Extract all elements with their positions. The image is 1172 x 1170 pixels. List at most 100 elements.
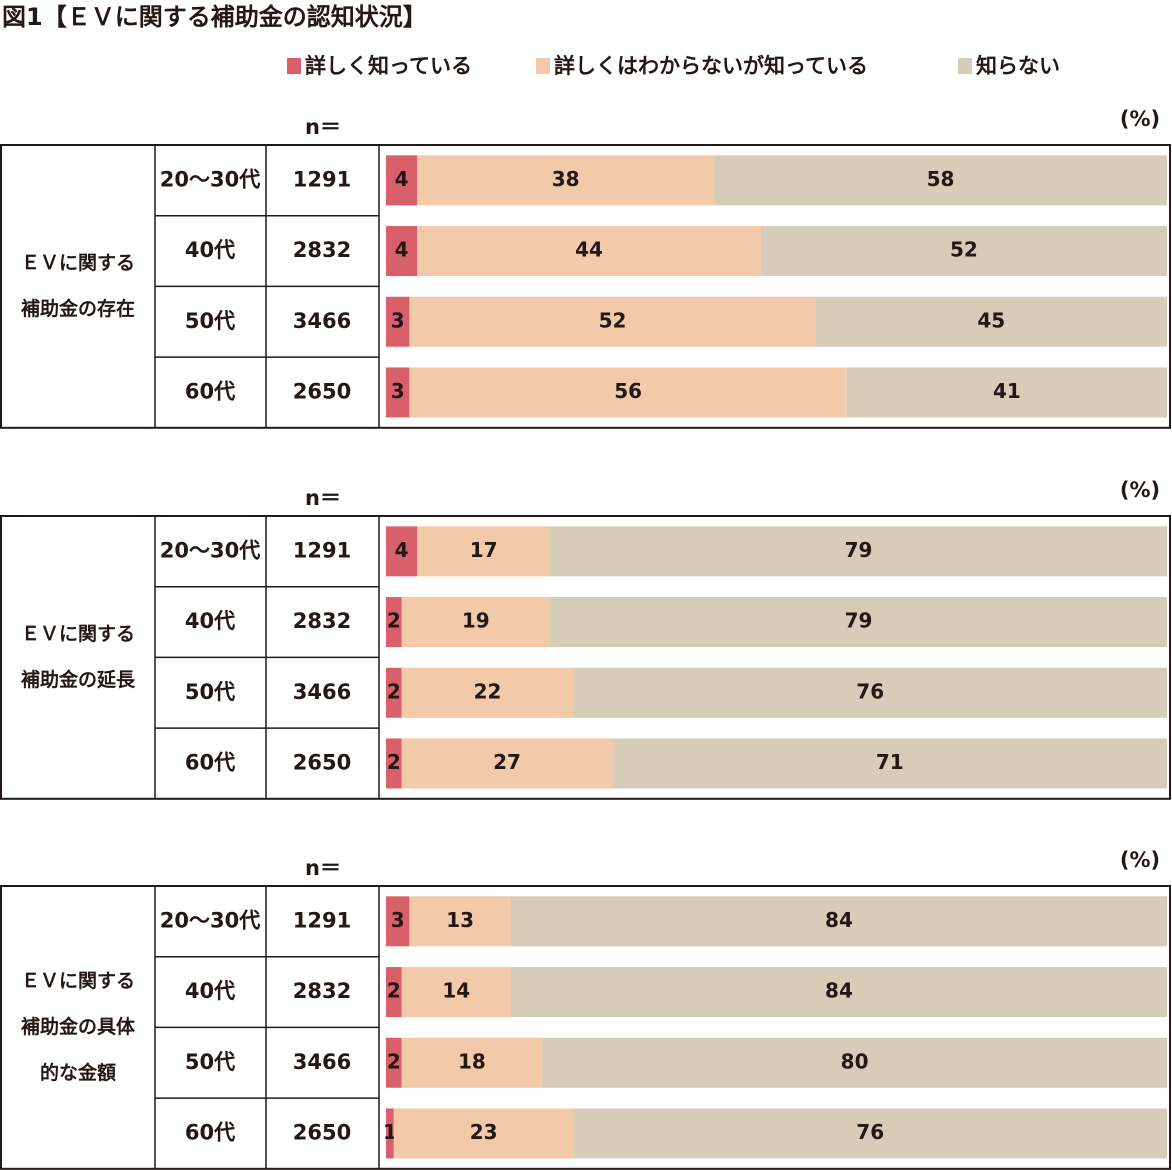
bar-segment bbox=[386, 296, 410, 347]
category-label: 50代 bbox=[185, 1050, 235, 1074]
bar-segment bbox=[550, 526, 1167, 577]
bar-segment bbox=[846, 367, 1167, 418]
bar-segment bbox=[401, 667, 574, 718]
category-label: 20～30代 bbox=[160, 167, 260, 191]
n-value: 1291 bbox=[293, 908, 351, 932]
group-label: 補助金の具体 bbox=[20, 1015, 136, 1038]
bar-segment bbox=[714, 155, 1167, 206]
value-label: 38 bbox=[552, 167, 580, 191]
legend-swatch bbox=[536, 58, 550, 74]
value-label: 13 bbox=[446, 908, 474, 932]
n-value: 3466 bbox=[293, 309, 351, 333]
n-value: 2650 bbox=[293, 1120, 351, 1144]
legend-label: 知らない bbox=[976, 54, 1060, 78]
bar-segment bbox=[401, 967, 511, 1018]
value-label: 71 bbox=[876, 750, 904, 774]
bar-segment bbox=[612, 738, 1167, 789]
value-label: 23 bbox=[470, 1120, 498, 1144]
bar-segment bbox=[417, 226, 761, 277]
value-label: 76 bbox=[856, 679, 884, 703]
bar-segment bbox=[409, 296, 816, 347]
value-label: 1 bbox=[383, 1120, 397, 1144]
value-label: 41 bbox=[993, 379, 1021, 403]
bar-segment bbox=[573, 667, 1167, 718]
value-label: 22 bbox=[474, 679, 502, 703]
category-label: 60代 bbox=[185, 1120, 235, 1144]
n-value: 2832 bbox=[293, 238, 351, 262]
value-label: 4 bbox=[395, 538, 409, 562]
bar-segment bbox=[386, 896, 410, 947]
legend-swatch bbox=[287, 58, 301, 74]
value-label: 2 bbox=[387, 609, 401, 633]
value-label: 52 bbox=[599, 308, 627, 332]
value-label: 44 bbox=[575, 238, 603, 262]
value-label: 79 bbox=[845, 538, 873, 562]
value-label: 3 bbox=[391, 379, 405, 403]
value-label: 84 bbox=[825, 908, 853, 932]
value-label: 76 bbox=[856, 1120, 884, 1144]
value-label: 4 bbox=[395, 167, 409, 191]
legend-label: 詳しく知っている bbox=[305, 54, 472, 78]
bar-segment bbox=[393, 1108, 574, 1159]
value-label: 52 bbox=[950, 238, 978, 262]
category-label: 60代 bbox=[185, 750, 235, 774]
n-value: 2650 bbox=[293, 750, 351, 774]
bar-segment bbox=[386, 967, 402, 1018]
unit-label: (%) bbox=[1120, 848, 1160, 872]
unit-label: (%) bbox=[1120, 478, 1160, 502]
value-label: 58 bbox=[927, 167, 955, 191]
category-label: 40代 bbox=[185, 238, 235, 262]
unit-label: (%) bbox=[1120, 107, 1160, 131]
n-header: n＝ bbox=[305, 115, 341, 139]
value-label: 18 bbox=[458, 1049, 486, 1073]
table-border bbox=[0, 885, 1171, 1170]
bar-segment bbox=[386, 155, 418, 206]
value-label: 2 bbox=[387, 679, 401, 703]
group-label: 的な金額 bbox=[40, 1061, 116, 1084]
n-value: 2832 bbox=[293, 979, 351, 1003]
category-label: 20～30代 bbox=[160, 538, 260, 562]
bar-segment bbox=[409, 896, 511, 947]
value-label: 14 bbox=[442, 979, 470, 1003]
bar-segment bbox=[542, 1037, 1167, 1088]
n-value: 3466 bbox=[293, 680, 351, 704]
legend-label: 詳しくはわからないが知っている bbox=[554, 54, 868, 78]
bar-segment bbox=[386, 526, 418, 577]
bar-segment bbox=[401, 597, 551, 648]
bar-segment bbox=[815, 296, 1167, 347]
category-label: 60代 bbox=[185, 379, 235, 403]
n-value: 1291 bbox=[293, 538, 351, 562]
value-label: 2 bbox=[387, 979, 401, 1003]
value-label: 84 bbox=[825, 979, 853, 1003]
bar-segment bbox=[386, 367, 410, 418]
value-label: 79 bbox=[845, 609, 873, 633]
bar-segment bbox=[510, 896, 1168, 947]
bar-segment bbox=[401, 1037, 543, 1088]
value-label: 56 bbox=[614, 379, 642, 403]
bar-segment bbox=[417, 155, 715, 206]
value-label: 45 bbox=[977, 308, 1005, 332]
n-value: 1291 bbox=[293, 167, 351, 191]
n-value: 2650 bbox=[293, 379, 351, 403]
group-label: 補助金の存在 bbox=[20, 297, 135, 320]
n-header: n＝ bbox=[305, 486, 341, 510]
bar-segment bbox=[386, 667, 402, 718]
bar-segment bbox=[401, 738, 613, 789]
legend-swatch bbox=[958, 58, 972, 74]
bar-segment bbox=[550, 597, 1167, 648]
n-value: 3466 bbox=[293, 1050, 351, 1074]
bar-segment bbox=[760, 226, 1167, 277]
bar-segment bbox=[386, 1108, 394, 1159]
value-label: 2 bbox=[387, 750, 401, 774]
bar-segment bbox=[573, 1108, 1167, 1159]
category-label: 20～30代 bbox=[160, 908, 260, 932]
bar-segment bbox=[386, 597, 402, 648]
group-label: 補助金の延長 bbox=[20, 668, 136, 691]
category-label: 40代 bbox=[185, 609, 235, 633]
value-label: 27 bbox=[493, 750, 521, 774]
bar-segment bbox=[409, 367, 847, 418]
value-label: 80 bbox=[841, 1049, 869, 1073]
value-label: 3 bbox=[391, 908, 405, 932]
value-label: 17 bbox=[470, 538, 498, 562]
